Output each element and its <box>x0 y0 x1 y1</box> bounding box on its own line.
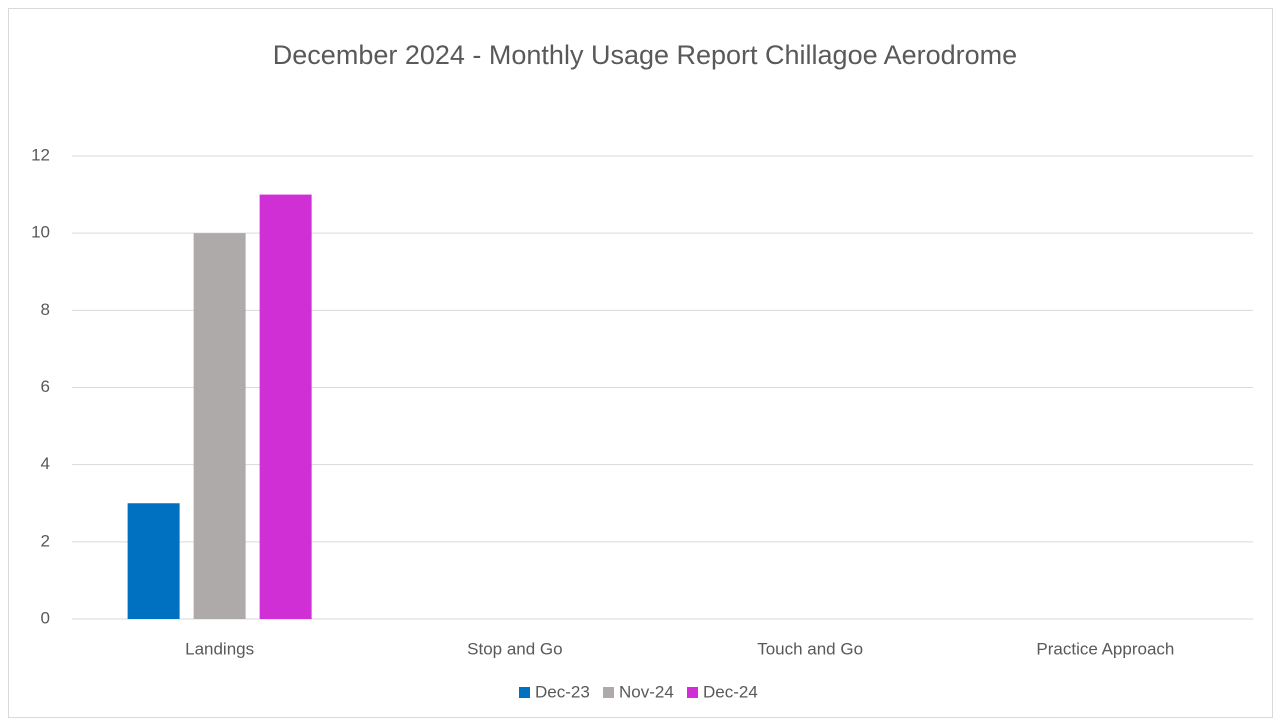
legend-label: Nov-24 <box>619 682 674 701</box>
x-tick-label: Touch and Go <box>757 639 863 658</box>
bar <box>259 194 312 620</box>
legend-swatch <box>519 687 530 698</box>
y-tick-label: 6 <box>41 377 50 396</box>
x-tick-label: Practice Approach <box>1036 639 1174 658</box>
x-tick-label: Stop and Go <box>467 639 562 658</box>
bar <box>127 503 180 619</box>
legend-swatch <box>687 687 698 698</box>
x-tick-label: Landings <box>185 639 254 658</box>
legend-label: Dec-24 <box>703 682 758 701</box>
y-tick-label: 0 <box>41 608 50 627</box>
chart-title: December 2024 - Monthly Usage Report Chi… <box>273 40 1017 70</box>
bar <box>193 233 246 619</box>
legend-label: Dec-23 <box>535 682 590 701</box>
y-tick-label: 8 <box>41 300 50 319</box>
y-tick-label: 10 <box>31 223 50 242</box>
y-tick-label: 4 <box>41 454 50 473</box>
y-tick-label: 12 <box>31 145 50 164</box>
y-tick-label: 2 <box>41 531 50 550</box>
legend-swatch <box>603 687 614 698</box>
